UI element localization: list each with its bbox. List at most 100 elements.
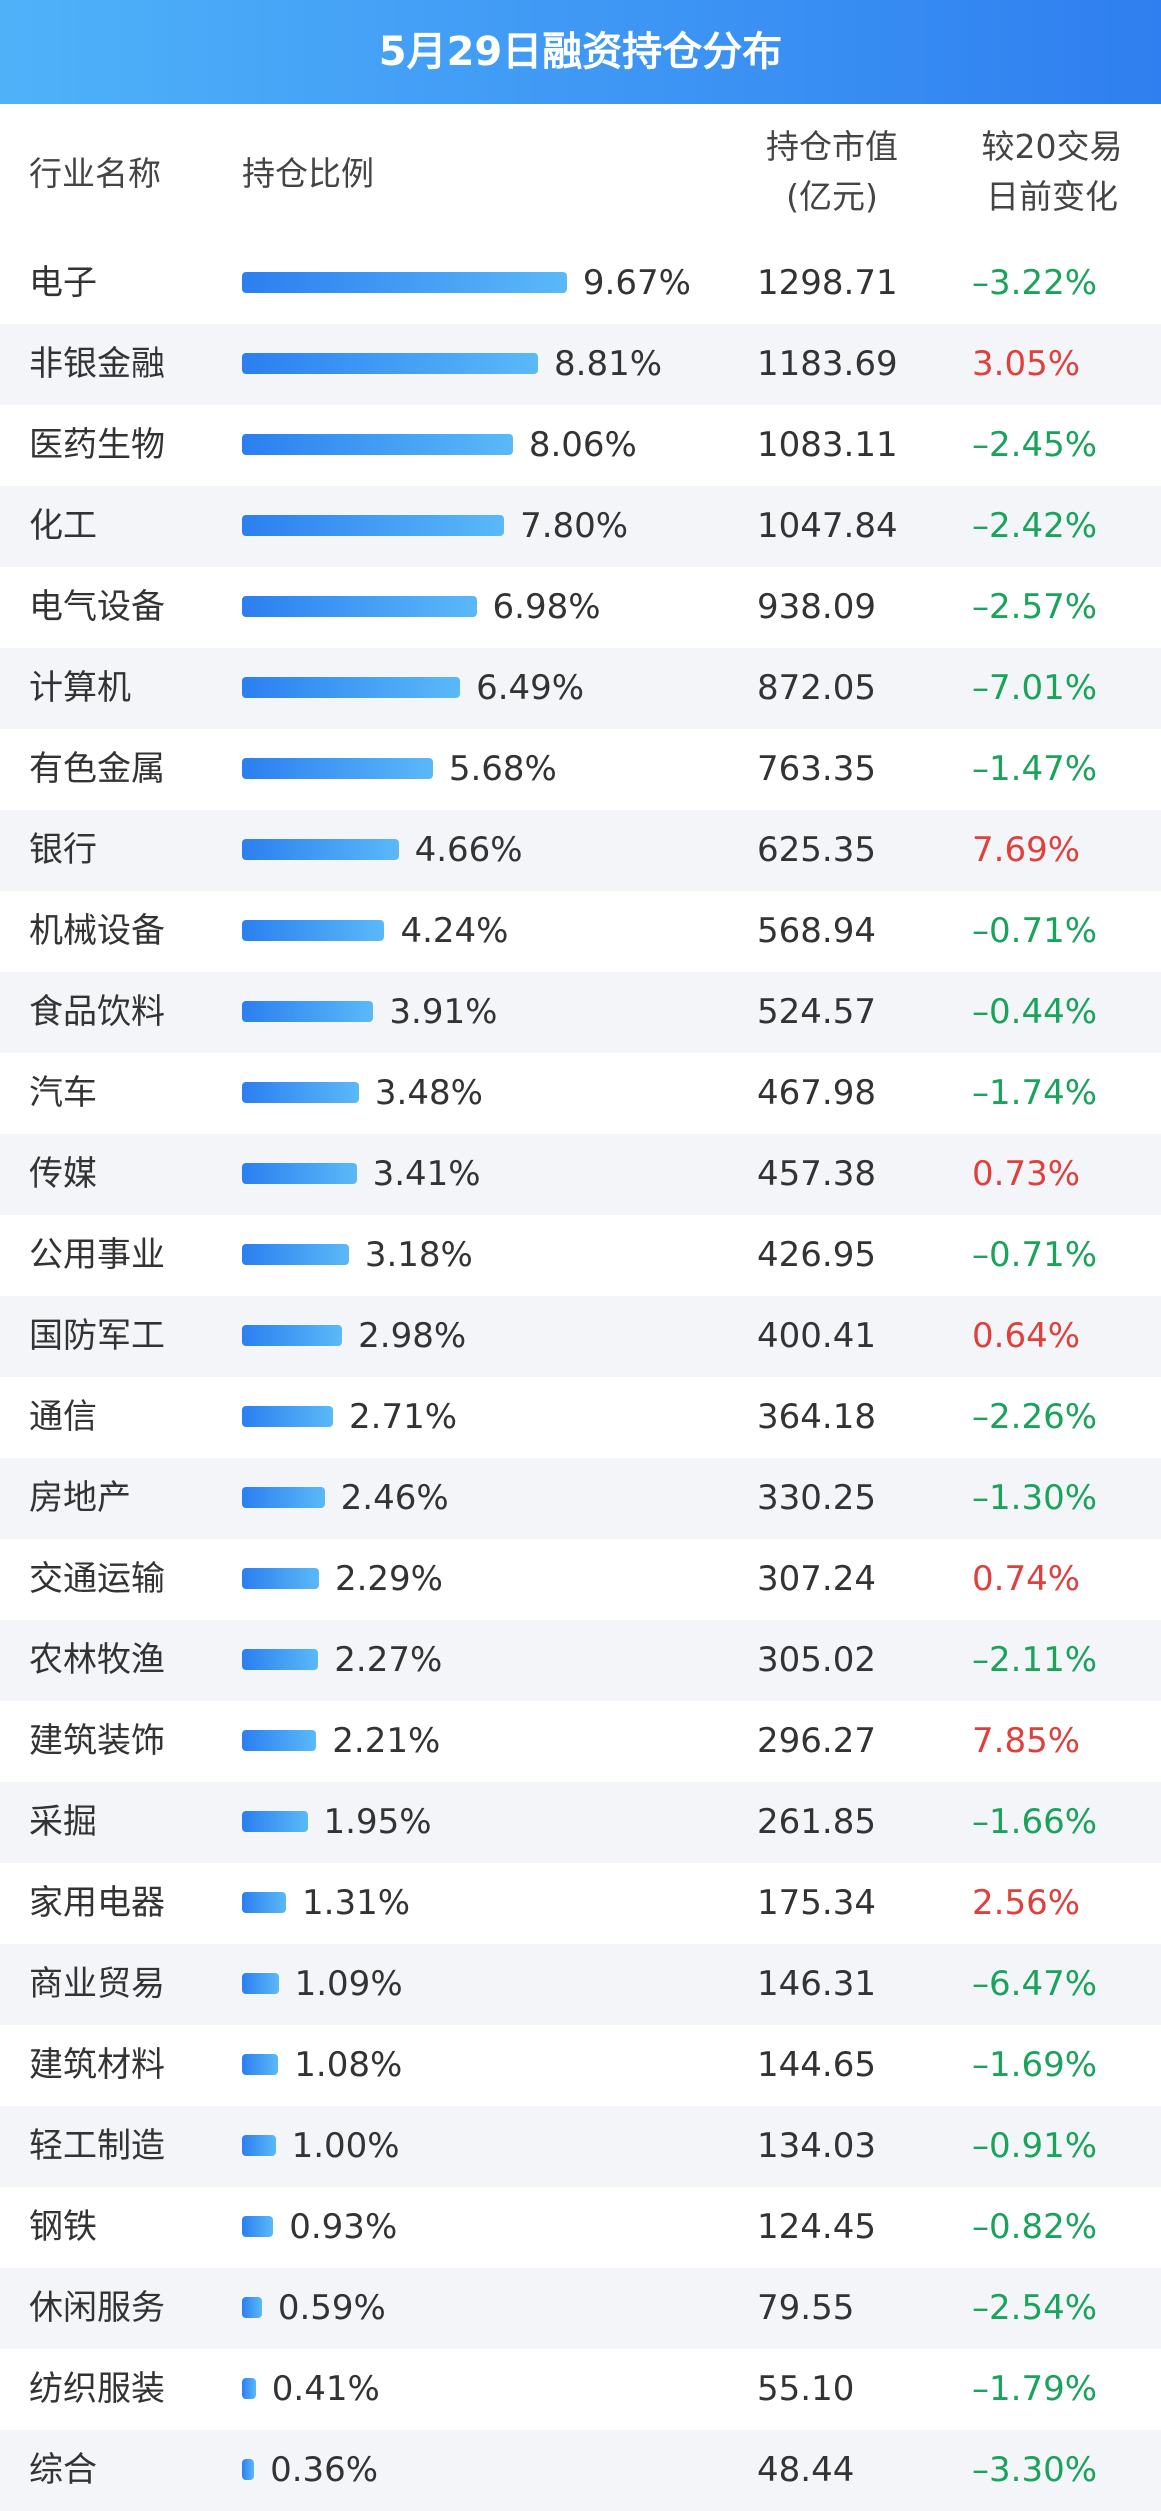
change-value: 0.64% xyxy=(972,1316,1081,1356)
share-bar xyxy=(242,677,461,698)
share-label: 1.09% xyxy=(294,1964,403,2004)
change-value: 7.69% xyxy=(972,830,1081,870)
share-label: 8.81% xyxy=(554,344,663,384)
market-value: 307.24 xyxy=(757,1559,876,1599)
change-value: –1.47% xyxy=(972,749,1098,789)
share-bar xyxy=(242,1001,374,1022)
share-bar xyxy=(242,1811,308,1832)
table-row: 钢铁 0.93% 124.45 –0.82% xyxy=(0,2187,1161,2268)
share-bar xyxy=(242,1568,319,1589)
table-row: 休闲服务 0.59% 79.55 –2.54% xyxy=(0,2268,1161,2349)
share-label: 6.49% xyxy=(476,668,585,708)
share-label: 5.68% xyxy=(448,749,557,789)
share-bar xyxy=(242,1406,334,1427)
header-cell: 行业名称 xyxy=(29,154,161,193)
industry-name: 综合 xyxy=(29,2450,97,2490)
change-value: –0.91% xyxy=(972,2126,1098,2166)
industry-name: 建筑装饰 xyxy=(29,1721,165,1761)
market-value: 146.31 xyxy=(757,1964,876,2004)
table-row: 采掘 1.95% 261.85 –1.66% xyxy=(0,1782,1161,1863)
change-value: –0.44% xyxy=(972,992,1098,1032)
industry-name: 建筑材料 xyxy=(29,2045,165,2085)
table-row: 通信 2.71% 364.18 –2.26% xyxy=(0,1377,1161,1458)
change-value: 7.85% xyxy=(972,1721,1081,1761)
share-bar xyxy=(242,272,567,293)
industry-name: 交通运输 xyxy=(29,1559,165,1599)
market-value: 305.02 xyxy=(757,1640,876,1680)
industry-name: 农林牧渔 xyxy=(29,1640,165,1680)
share-label: 0.36% xyxy=(270,2450,379,2490)
industry-name: 商业贸易 xyxy=(29,1964,165,2004)
share-label: 3.91% xyxy=(389,992,498,1032)
share-label: 2.98% xyxy=(358,1316,467,1356)
industry-name: 电气设备 xyxy=(29,587,165,627)
share-label: 2.71% xyxy=(349,1397,458,1437)
share-label: 4.66% xyxy=(414,830,523,870)
share-label: 2.27% xyxy=(334,1640,443,1680)
share-label: 1.00% xyxy=(291,2126,400,2166)
share-bar xyxy=(242,434,513,455)
change-value: –7.01% xyxy=(972,668,1098,708)
share-label: 0.59% xyxy=(277,2288,386,2328)
share-label: 6.98% xyxy=(492,587,601,627)
header-cell: 持仓比例 xyxy=(242,154,374,193)
table-row: 轻工制造 1.00% 134.03 –0.91% xyxy=(0,2106,1161,2187)
share-label: 2.29% xyxy=(334,1559,443,1599)
table-row: 医药生物 8.06% 1083.11 –2.45% xyxy=(0,405,1161,486)
share-label: 4.24% xyxy=(400,911,509,951)
share-label: 2.46% xyxy=(340,1478,449,1518)
share-bar xyxy=(242,1082,359,1103)
header-cell: 较20交易 xyxy=(981,127,1123,166)
change-value: 0.73% xyxy=(972,1154,1081,1194)
industry-name: 休闲服务 xyxy=(29,2288,165,2328)
share-bar xyxy=(242,596,477,617)
industry-name: 电子 xyxy=(29,263,97,303)
share-bar xyxy=(242,920,385,941)
market-value: 524.57 xyxy=(757,992,876,1032)
industry-name: 医药生物 xyxy=(29,425,165,465)
industry-name: 公用事业 xyxy=(29,1235,165,1275)
table-row: 建筑装饰 2.21% 296.27 7.85% xyxy=(0,1701,1161,1782)
change-value: 0.74% xyxy=(972,1559,1081,1599)
change-value: –0.71% xyxy=(972,1235,1098,1275)
market-value: 400.41 xyxy=(757,1316,876,1356)
market-value: 872.05 xyxy=(757,668,876,708)
share-bar xyxy=(242,2459,255,2480)
market-value: 1083.11 xyxy=(757,425,898,465)
market-value: 568.94 xyxy=(757,911,876,951)
industry-name: 采掘 xyxy=(29,1802,97,1842)
share-bar xyxy=(242,353,539,374)
table-row: 电子 9.67% 1298.71 –3.22% xyxy=(0,243,1161,324)
share-bar xyxy=(242,2054,279,2075)
market-value: 261.85 xyxy=(757,1802,876,1842)
share-label: 3.41% xyxy=(372,1154,481,1194)
market-value: 1298.71 xyxy=(757,263,898,303)
share-bar xyxy=(242,1973,279,1994)
change-value: –3.30% xyxy=(972,2450,1098,2490)
change-value: –3.22% xyxy=(972,263,1098,303)
table-row: 商业贸易 1.09% 146.31 –6.47% xyxy=(0,1944,1161,2025)
change-value: –2.42% xyxy=(972,506,1098,546)
market-value: 175.34 xyxy=(757,1883,876,1923)
change-value: 2.56% xyxy=(972,1883,1081,1923)
market-value: 457.38 xyxy=(757,1154,876,1194)
change-value: –0.82% xyxy=(972,2207,1098,2247)
table-row: 有色金属 5.68% 763.35 –1.47% xyxy=(0,729,1161,810)
industry-name: 有色金属 xyxy=(29,749,165,789)
market-value: 79.55 xyxy=(757,2288,855,2328)
table-row: 传媒 3.41% 457.38 0.73% xyxy=(0,1134,1161,1215)
market-value: 48.44 xyxy=(757,2450,855,2490)
industry-name: 银行 xyxy=(29,830,97,870)
industry-name: 钢铁 xyxy=(29,2207,97,2247)
industry-name: 传媒 xyxy=(29,1154,97,1194)
share-bar xyxy=(242,1163,357,1184)
market-value: 364.18 xyxy=(757,1397,876,1437)
market-value: 426.95 xyxy=(757,1235,876,1275)
change-value: –2.11% xyxy=(972,1640,1098,1680)
table-row: 家用电器 1.31% 175.34 2.56% xyxy=(0,1863,1161,1944)
share-bar xyxy=(242,1649,319,1670)
change-value: –2.26% xyxy=(972,1397,1098,1437)
market-value: 625.35 xyxy=(757,830,876,870)
change-value: –6.47% xyxy=(972,1964,1098,2004)
